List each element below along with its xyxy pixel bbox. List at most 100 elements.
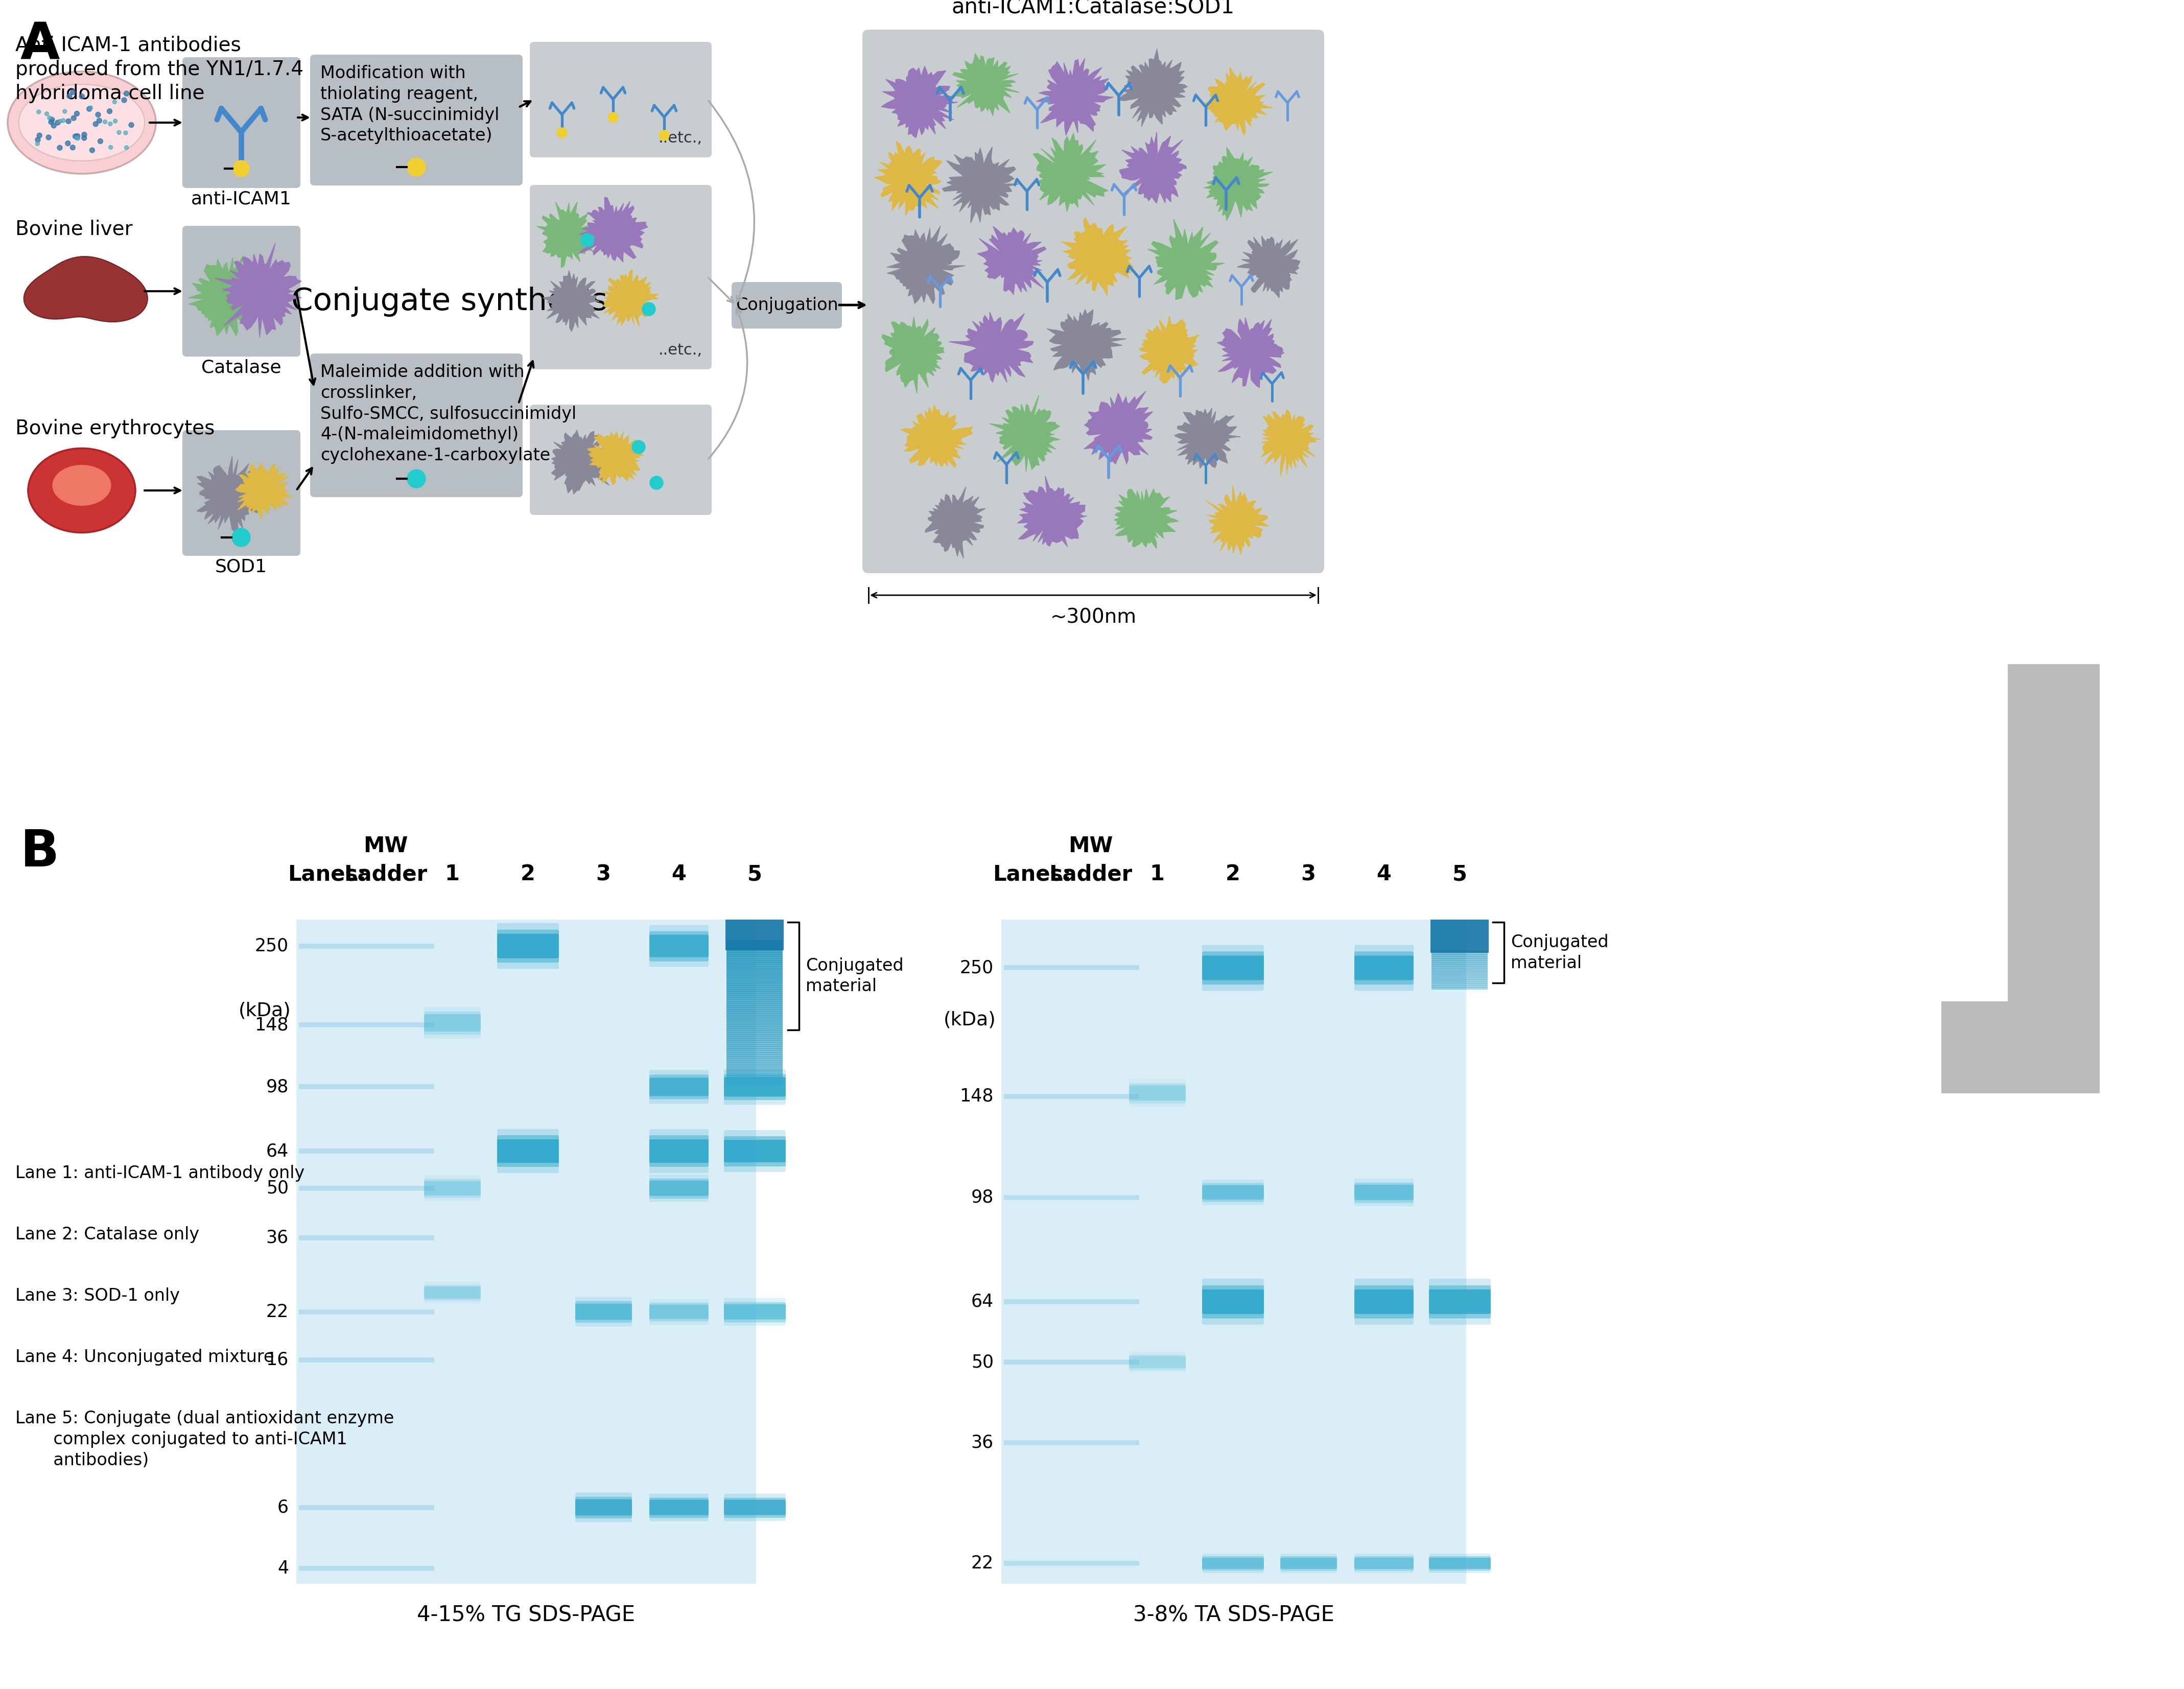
Text: 250: 250	[961, 959, 994, 976]
Circle shape	[74, 111, 79, 117]
FancyBboxPatch shape	[732, 282, 841, 328]
Circle shape	[122, 98, 127, 103]
Circle shape	[129, 122, 133, 128]
FancyBboxPatch shape	[498, 1140, 559, 1162]
FancyBboxPatch shape	[1280, 1554, 1337, 1572]
Bar	[727, 1045, 782, 1049]
FancyBboxPatch shape	[649, 1498, 708, 1518]
Text: anti-ICAM1: anti-ICAM1	[190, 191, 290, 208]
Text: ~300nm: ~300nm	[1051, 608, 1136, 627]
Ellipse shape	[9, 71, 155, 174]
Circle shape	[37, 133, 41, 138]
Polygon shape	[1203, 147, 1273, 221]
Text: 36: 36	[266, 1230, 288, 1246]
Text: ..etc.,: ..etc.,	[657, 343, 703, 358]
Polygon shape	[978, 226, 1046, 294]
Text: 4: 4	[277, 1559, 288, 1578]
Text: 50: 50	[972, 1353, 994, 1371]
Bar	[727, 1032, 782, 1035]
Ellipse shape	[28, 448, 135, 532]
Polygon shape	[1203, 68, 1273, 135]
Bar	[727, 1057, 782, 1059]
FancyBboxPatch shape	[649, 1179, 708, 1199]
Polygon shape	[1236, 236, 1299, 297]
Bar	[727, 1061, 782, 1062]
Bar	[727, 956, 782, 959]
Text: Lane 4: Unconjugated mixture: Lane 4: Unconjugated mixture	[15, 1350, 273, 1366]
FancyBboxPatch shape	[1201, 1182, 1265, 1203]
Bar	[727, 1018, 782, 1020]
FancyBboxPatch shape	[723, 1130, 786, 1172]
Bar	[727, 1022, 782, 1024]
FancyBboxPatch shape	[1354, 1279, 1413, 1324]
FancyBboxPatch shape	[723, 1498, 786, 1518]
Text: 22: 22	[972, 1554, 994, 1572]
FancyBboxPatch shape	[183, 226, 301, 356]
Text: Conjugated
material: Conjugated material	[806, 958, 904, 995]
Circle shape	[114, 100, 116, 105]
FancyBboxPatch shape	[531, 405, 712, 515]
Bar	[727, 954, 782, 958]
Circle shape	[114, 118, 118, 123]
Bar	[727, 1040, 782, 1042]
FancyBboxPatch shape	[649, 926, 708, 966]
Circle shape	[48, 120, 55, 125]
FancyBboxPatch shape	[574, 1297, 631, 1326]
Text: ..etc.,: ..etc.,	[657, 130, 703, 145]
FancyBboxPatch shape	[649, 1174, 708, 1203]
Bar	[1431, 976, 1487, 980]
FancyBboxPatch shape	[723, 1069, 786, 1105]
Circle shape	[70, 145, 74, 150]
FancyBboxPatch shape	[1354, 1179, 1413, 1206]
Circle shape	[90, 147, 94, 152]
Circle shape	[96, 111, 100, 117]
FancyBboxPatch shape	[649, 931, 708, 961]
Bar	[727, 1062, 782, 1066]
Circle shape	[109, 145, 114, 149]
Bar	[1431, 981, 1487, 983]
Polygon shape	[941, 147, 1020, 223]
Bar	[727, 1030, 782, 1032]
Text: 4: 4	[673, 863, 686, 885]
Bar	[1431, 975, 1487, 978]
FancyBboxPatch shape	[649, 1500, 708, 1515]
Text: Conjugation: Conjugation	[736, 297, 839, 314]
FancyBboxPatch shape	[723, 1137, 786, 1167]
Bar	[1431, 951, 1487, 953]
Text: 2: 2	[520, 863, 535, 885]
Text: 2: 2	[1225, 863, 1241, 885]
Text: 250: 250	[256, 937, 288, 954]
Polygon shape	[1942, 1013, 2007, 1081]
Circle shape	[406, 157, 426, 176]
Polygon shape	[1216, 318, 1284, 388]
Text: (kDa): (kDa)	[238, 1002, 290, 1020]
Bar	[727, 941, 782, 942]
Text: 64: 64	[972, 1294, 994, 1311]
Circle shape	[74, 133, 81, 138]
FancyBboxPatch shape	[1201, 944, 1265, 991]
Circle shape	[107, 108, 111, 113]
Bar	[727, 944, 782, 946]
Text: Lane 3: SOD-1 only: Lane 3: SOD-1 only	[15, 1287, 179, 1304]
Text: Anti ICAM-1 antibodies
produced from the YN1/1.7.4
hybridoma cell line: Anti ICAM-1 antibodies produced from the…	[15, 35, 304, 103]
FancyBboxPatch shape	[424, 1007, 480, 1039]
Text: MW: MW	[363, 836, 408, 856]
Polygon shape	[1061, 218, 1133, 296]
Bar	[727, 1071, 782, 1074]
Bar	[727, 973, 782, 975]
FancyBboxPatch shape	[1431, 919, 1489, 953]
FancyBboxPatch shape	[1428, 1554, 1492, 1572]
Polygon shape	[1033, 133, 1107, 211]
Bar	[727, 1067, 782, 1069]
Circle shape	[79, 95, 85, 100]
Text: 6: 6	[277, 1498, 288, 1517]
Bar	[1431, 983, 1487, 985]
FancyBboxPatch shape	[498, 1128, 559, 1174]
FancyBboxPatch shape	[424, 1012, 480, 1035]
FancyBboxPatch shape	[424, 1176, 480, 1201]
FancyBboxPatch shape	[1354, 1554, 1413, 1572]
FancyBboxPatch shape	[649, 1302, 708, 1321]
Bar	[727, 1069, 782, 1071]
Polygon shape	[579, 198, 649, 262]
Text: Catalase: Catalase	[201, 358, 282, 377]
